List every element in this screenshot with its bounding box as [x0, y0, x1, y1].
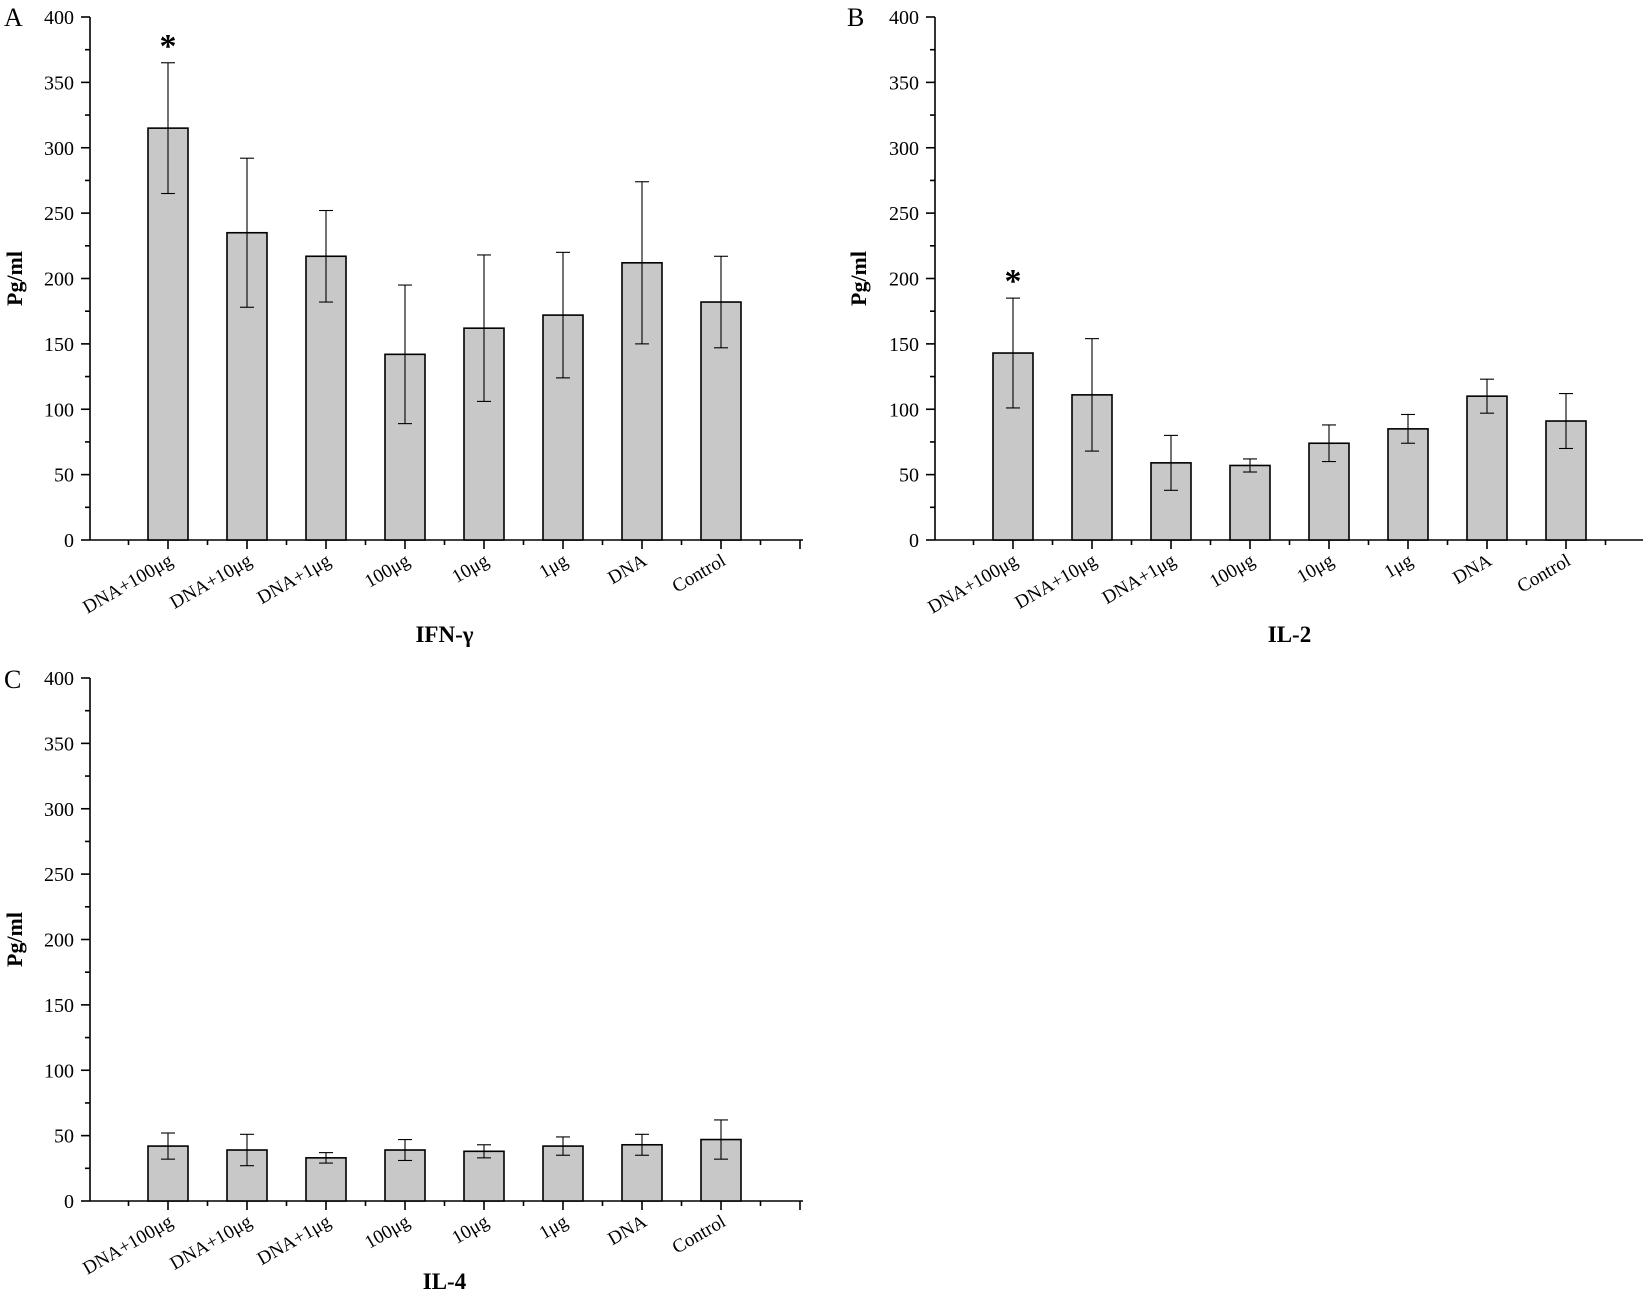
panel-a-y-tick-label: 300 [44, 138, 74, 160]
panel-c-category-label: DNA [604, 1211, 650, 1250]
panel-a-y-tick-label: 200 [44, 269, 74, 291]
panel-a-y-axis-title: Pg/ml [2, 251, 27, 306]
panel-a-category-label: 1μg [536, 550, 572, 583]
panel-b-y-tick-label: 50 [899, 465, 919, 487]
panel-b-letter: B [847, 3, 864, 32]
panel-b-y-axis-title: Pg/ml [846, 251, 871, 306]
panel-b-category-label: DNA+100μg [924, 550, 1022, 618]
panel-c-category-label: 1μg [536, 1211, 572, 1244]
panel-c-y-tick-label: 350 [44, 733, 74, 755]
panel-a-y-tick-label: 0 [64, 530, 74, 552]
panel-a-category-label: Control [669, 550, 730, 597]
panel-c-letter: C [4, 665, 21, 694]
panel-b-category-label: DNA+10μg [1012, 550, 1101, 614]
panel-a-y-tick-label: 400 [44, 7, 74, 29]
panel-c-category-label: 100μg [361, 1211, 414, 1254]
panel-a-bar [305, 255, 347, 541]
panel-a-chart: A 0 50 100 150 200 250 300 350 400 DNA+100μgDNA+10… [2, 3, 803, 647]
panel-a-x-axis-title: IFN-γ [415, 622, 473, 647]
panel-c-y-tick-label: 100 [44, 1060, 74, 1082]
panel-c-y-tick-label: 200 [44, 930, 74, 952]
panel-b-bar [1150, 462, 1192, 541]
panel-b-significance-marker: * [1005, 263, 1022, 300]
panel-c-category-label: DNA+10μg [167, 1211, 256, 1275]
panel-a-category-label: 100μg [361, 550, 414, 593]
panel-b-y-tick-label: 300 [889, 138, 919, 160]
panel-c-x-axis-title: IL-4 [423, 1269, 467, 1293]
panel-b-x-axis-title: IL-2 [1268, 622, 1311, 647]
panel-a-category-label: DNA+10μg [167, 550, 256, 614]
panel-c-category-label: Control [669, 1211, 730, 1258]
panel-a-category-label: DNA [604, 550, 650, 589]
panel-a-y-tick-label: 250 [44, 203, 74, 225]
panel-c-chart: C 0 50 100 150 200 250 300 350 400 DNA+100μgDNA+10… [2, 665, 803, 1293]
panel-a-letter: A [4, 3, 23, 32]
panel-c-y-tick-label: 150 [44, 995, 74, 1017]
panel-b-y-tick-label: 100 [889, 399, 919, 421]
panel-c-y-axis-title: Pg/ml [2, 912, 27, 967]
panel-b-category-label: 100μg [1206, 550, 1259, 593]
panel-c-bar [305, 1157, 347, 1202]
panel-b-chart: B 0 50 100 150 200 250 300 350 400 DNA+100μgDNA+10… [846, 3, 1643, 647]
panel-a-y-tick-label: 350 [44, 72, 74, 94]
panel-b-y-tick-label: 350 [889, 72, 919, 94]
panel-c-bar [463, 1150, 505, 1202]
panel-c-y-tick-label: 250 [44, 864, 74, 886]
panel-b-category-label: Control [1514, 550, 1575, 597]
panel-b-category-label: DNA [1449, 550, 1495, 589]
panel-c-y-tick-label: 0 [64, 1191, 74, 1213]
panel-a-category-label: 10μg [448, 550, 492, 588]
panel-b-y-tick-label: 150 [889, 334, 919, 356]
panel-a-y-tick-label: 150 [44, 334, 74, 356]
panel-c-category-label: DNA+1μg [254, 1211, 335, 1270]
panel-a-y-tick-label: 100 [44, 399, 74, 421]
panel-b-bar [1229, 464, 1271, 541]
panel-b-bar [1466, 395, 1508, 541]
panel-b-category-label: DNA+1μg [1099, 550, 1180, 609]
panel-a-category-label: DNA+100μg [79, 550, 177, 618]
panel-c-y-tick-label: 300 [44, 799, 74, 821]
panel-b-category-label: 10μg [1293, 550, 1337, 588]
panel-b-bar [1387, 428, 1429, 541]
panel-a-significance-marker: * [160, 28, 177, 65]
panel-a-y-tick-label: 50 [54, 465, 74, 487]
panel-b-y-tick-label: 200 [889, 269, 919, 291]
panel-c-y-tick-label: 50 [54, 1126, 74, 1148]
panel-c-bar [226, 1149, 268, 1202]
panel-a-category-label: DNA+1μg [254, 550, 335, 609]
panel-c-y-tick-label: 400 [44, 668, 74, 690]
panel-b-y-tick-label: 250 [889, 203, 919, 225]
panel-c-category-label: DNA+100μg [79, 1211, 177, 1279]
panel-c-category-label: 10μg [448, 1211, 492, 1249]
panel-b-y-tick-label: 400 [889, 7, 919, 29]
panel-b-category-label: 1μg [1381, 550, 1417, 583]
panel-b-bar [1308, 442, 1350, 541]
panel-b-y-tick-label: 0 [909, 530, 919, 552]
